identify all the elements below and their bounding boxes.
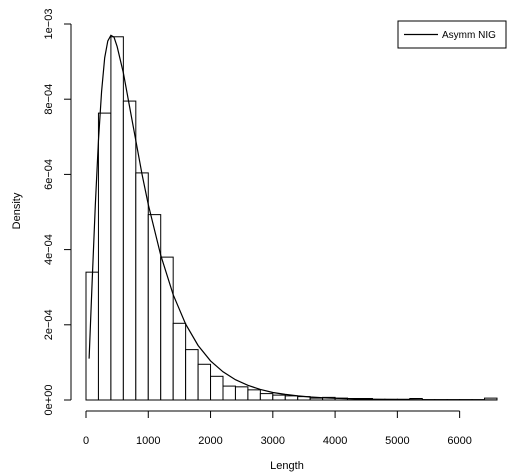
histogram-bar	[97, 112, 112, 401]
histogram-bar	[234, 386, 249, 401]
histogram-bar	[272, 394, 286, 401]
histogram-bar	[259, 393, 274, 401]
x-tick-label: 4000	[323, 435, 347, 447]
y-tick-label: 0e+00	[43, 385, 55, 416]
series-line-asymm-nig	[88, 34, 498, 401]
histogram-bar	[110, 36, 124, 401]
y-tick-label: 2e−04	[43, 309, 55, 340]
histogram-bars	[85, 36, 498, 401]
x-tick-label: 6000	[447, 435, 471, 447]
histogram-bar	[135, 172, 149, 401]
x-tick-label: 5000	[385, 435, 409, 447]
x-tick-label: 3000	[261, 435, 285, 447]
y-axis-title: Density	[11, 192, 23, 229]
x-tick-label: 0	[83, 435, 89, 447]
x-axis: 0 1000 2000 3000 4000 5000 6000	[83, 410, 472, 447]
y-axis: 0e+00 2e−04 4e−04 6e−04 8e−04 1e−03	[43, 9, 72, 416]
histogram-bar	[284, 395, 299, 401]
x-tick-label: 2000	[198, 435, 222, 447]
x-tick-label: 1000	[136, 435, 160, 447]
histogram-bar	[210, 375, 224, 401]
histogram-bar	[222, 385, 236, 401]
histogram-bar	[185, 349, 199, 401]
histogram-bar	[172, 322, 187, 401]
histogram-bar	[309, 397, 324, 401]
y-tick-label: 1e−03	[43, 9, 55, 40]
y-tick-label: 8e−04	[43, 84, 55, 115]
x-axis-title: Length	[270, 460, 304, 472]
histogram-bar	[160, 256, 174, 401]
histogram-bar	[147, 214, 162, 401]
y-tick-label: 6e−04	[43, 159, 55, 190]
histogram-bar	[247, 389, 261, 401]
histogram-bar	[122, 100, 137, 401]
y-tick-label: 4e−04	[43, 234, 55, 265]
histogram-bar	[197, 363, 212, 401]
legend-label: Asymm NIG	[442, 30, 496, 41]
legend: Asymm NIG	[397, 20, 507, 49]
